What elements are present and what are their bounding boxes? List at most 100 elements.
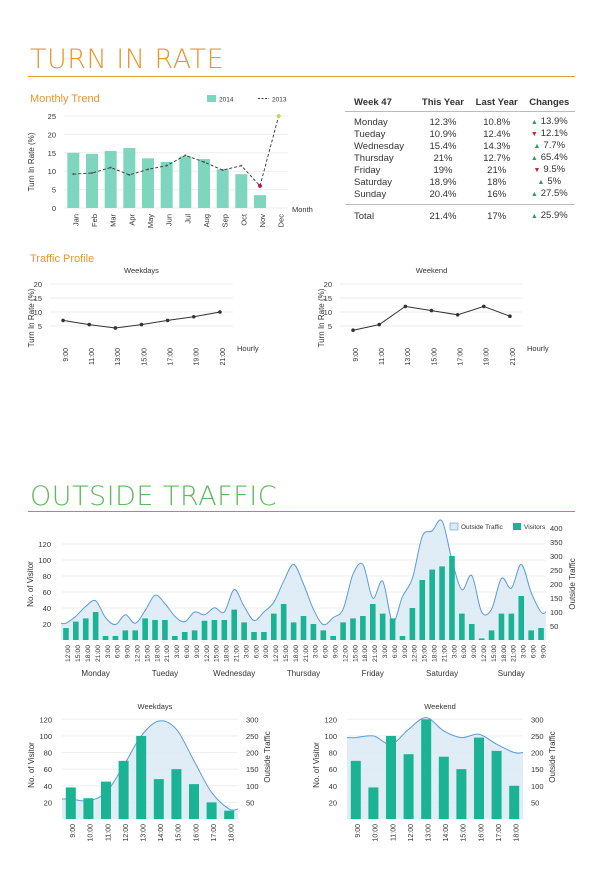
day-group-label: Monday [81, 669, 109, 678]
visitors-bar [211, 620, 218, 640]
rate-point [87, 322, 92, 327]
legend-swatch-2014 [207, 95, 216, 102]
rate-point [113, 326, 118, 330]
y-right-tick-label: 200 [531, 749, 544, 758]
y-left-tick-label: 80 [44, 749, 52, 758]
x-tick-label: 13:00 [141, 824, 148, 842]
table-cell: Thursday [354, 152, 394, 164]
table-cell: 10.9% [429, 128, 457, 140]
point-2013 [258, 183, 262, 188]
visitors-bar [152, 620, 158, 640]
x-tick-label: 13:00 [115, 348, 122, 366]
table-cell: 21.4% [416, 204, 470, 222]
visitors-bar [478, 638, 485, 640]
legend-label-2013: 2013 [272, 97, 287, 104]
bar-2014 [216, 169, 229, 208]
table-header-row: Week 47 This Year Last Year Changes [345, 94, 575, 112]
arrow-up-icon: ▲ [533, 143, 541, 150]
x-tick-label: 11:00 [390, 824, 397, 841]
x-tick-label: May [146, 214, 155, 228]
chart-title: Weekdays [138, 702, 173, 711]
x-tick-label: 15:00 [214, 645, 221, 662]
y-right-tick-label: 100 [531, 782, 544, 791]
arrow-up-icon: ▲ [530, 191, 538, 198]
x-tick-label: 3:00 [105, 645, 112, 658]
visitors-bar [132, 630, 139, 640]
change-value: 12.1% [540, 128, 568, 139]
total-row: Total 21.4% 17% ▲ 25.9% [345, 204, 575, 222]
visitors-bar [386, 735, 396, 819]
x-tick-label: Jun [165, 214, 174, 226]
x-tick-label: 15:00 [461, 824, 468, 842]
bar-2014 [104, 150, 117, 208]
visitors-bar [419, 580, 426, 640]
column-header: Changes [523, 94, 575, 112]
outside-traffic-line [346, 717, 524, 754]
visitors-bar [459, 613, 465, 640]
point-2013 [147, 168, 149, 171]
y-tick-label: 10 [48, 167, 56, 176]
turn-in-rate-divider [28, 76, 575, 77]
legend-label-2014: 2014 [219, 97, 234, 104]
x-tick-label: 19:00 [194, 348, 201, 366]
table-cell: Total [345, 204, 417, 222]
rate-point [508, 314, 512, 318]
y-right-tick-label: 200 [246, 749, 259, 758]
x-tick-label: Dec [277, 214, 286, 228]
x-tick-label: 6:00 [461, 645, 468, 658]
day-group-label: Wednesday [213, 669, 255, 678]
weekdays-traffic-chart: Weekdays 20 40 60 80 100 120 50 100 150 200 250 300 N… [27, 702, 272, 842]
y-left-tick-label: 100 [39, 732, 52, 741]
change-value: 9.5% [543, 164, 566, 175]
x-tick-label: 15:00 [75, 645, 82, 662]
x-tick-label: 21:00 [164, 645, 171, 662]
visitors-bar [82, 618, 89, 640]
x-tick-label: 21:00 [441, 645, 448, 662]
table-row: Wednesday 15.4% 14.3% ▲ 7.7% [345, 140, 575, 152]
change-value: 65.4% [540, 152, 568, 163]
visitors-bar [241, 622, 247, 640]
x-tick-label: 6:00 [253, 645, 260, 658]
visitors-bar [528, 630, 534, 640]
x-tick-label: 18:00 [224, 645, 231, 662]
x-tick-label: 3:00 [174, 645, 181, 658]
x-tick-label: 12:00 [273, 645, 280, 662]
visitors-bar [498, 613, 505, 640]
rate-point [455, 313, 460, 317]
y-tick-label: 5 [52, 186, 56, 195]
change-value: 7.7% [543, 140, 566, 151]
x-tick-label: Nov [258, 214, 267, 228]
visitors-bar [83, 798, 94, 819]
day-group-label: Sunday [498, 669, 525, 678]
table-row: Friday 19% 21% ▼ 9.5% [345, 164, 575, 176]
point-2013 [276, 114, 281, 118]
x-tick-label: 11:00 [89, 348, 96, 365]
weekly-traffic-chart: 20 40 60 80 100 120 50 100 150 200 250 300 350 400 No.… [26, 519, 577, 678]
visitors-bar [172, 636, 178, 640]
x-tick-label: 15:00 [144, 645, 151, 662]
table-cell: 12.7% [483, 152, 511, 164]
rate-point [429, 308, 434, 313]
x-tick-label: 9:00 [540, 645, 547, 658]
x-tick-label: 9:00 [471, 645, 478, 658]
table-row: Thursday 21% 12.7% ▲ 65.4% [345, 152, 575, 164]
x-tick-label: Sep [221, 214, 230, 227]
y-tick-label: 25 [48, 112, 56, 121]
table-row: Tueday 10.9% 12.4% ▼ 12.1% [345, 128, 575, 140]
x-tick-label: 15:00 [422, 645, 429, 662]
column-header: Last Year [469, 94, 524, 112]
x-tick-label: 6:00 [115, 645, 122, 658]
x-axis-title: Hourly [527, 344, 549, 353]
turn-in-rate-title: TURN IN RATE [30, 44, 225, 75]
bar-2014 [86, 153, 98, 208]
day-group-label: Saturday [426, 669, 458, 678]
x-tick-label: 3:00 [521, 645, 528, 658]
rate-point [351, 328, 355, 332]
visitors-bar [118, 760, 129, 819]
day-group-label: Friday [362, 669, 384, 678]
y-right-tick-label: 150 [246, 765, 259, 774]
table-cell: Sunday [354, 188, 387, 200]
x-tick-label: 10:00 [88, 824, 95, 842]
table-cell: 21% [487, 164, 507, 176]
visitors-bar [63, 628, 69, 640]
